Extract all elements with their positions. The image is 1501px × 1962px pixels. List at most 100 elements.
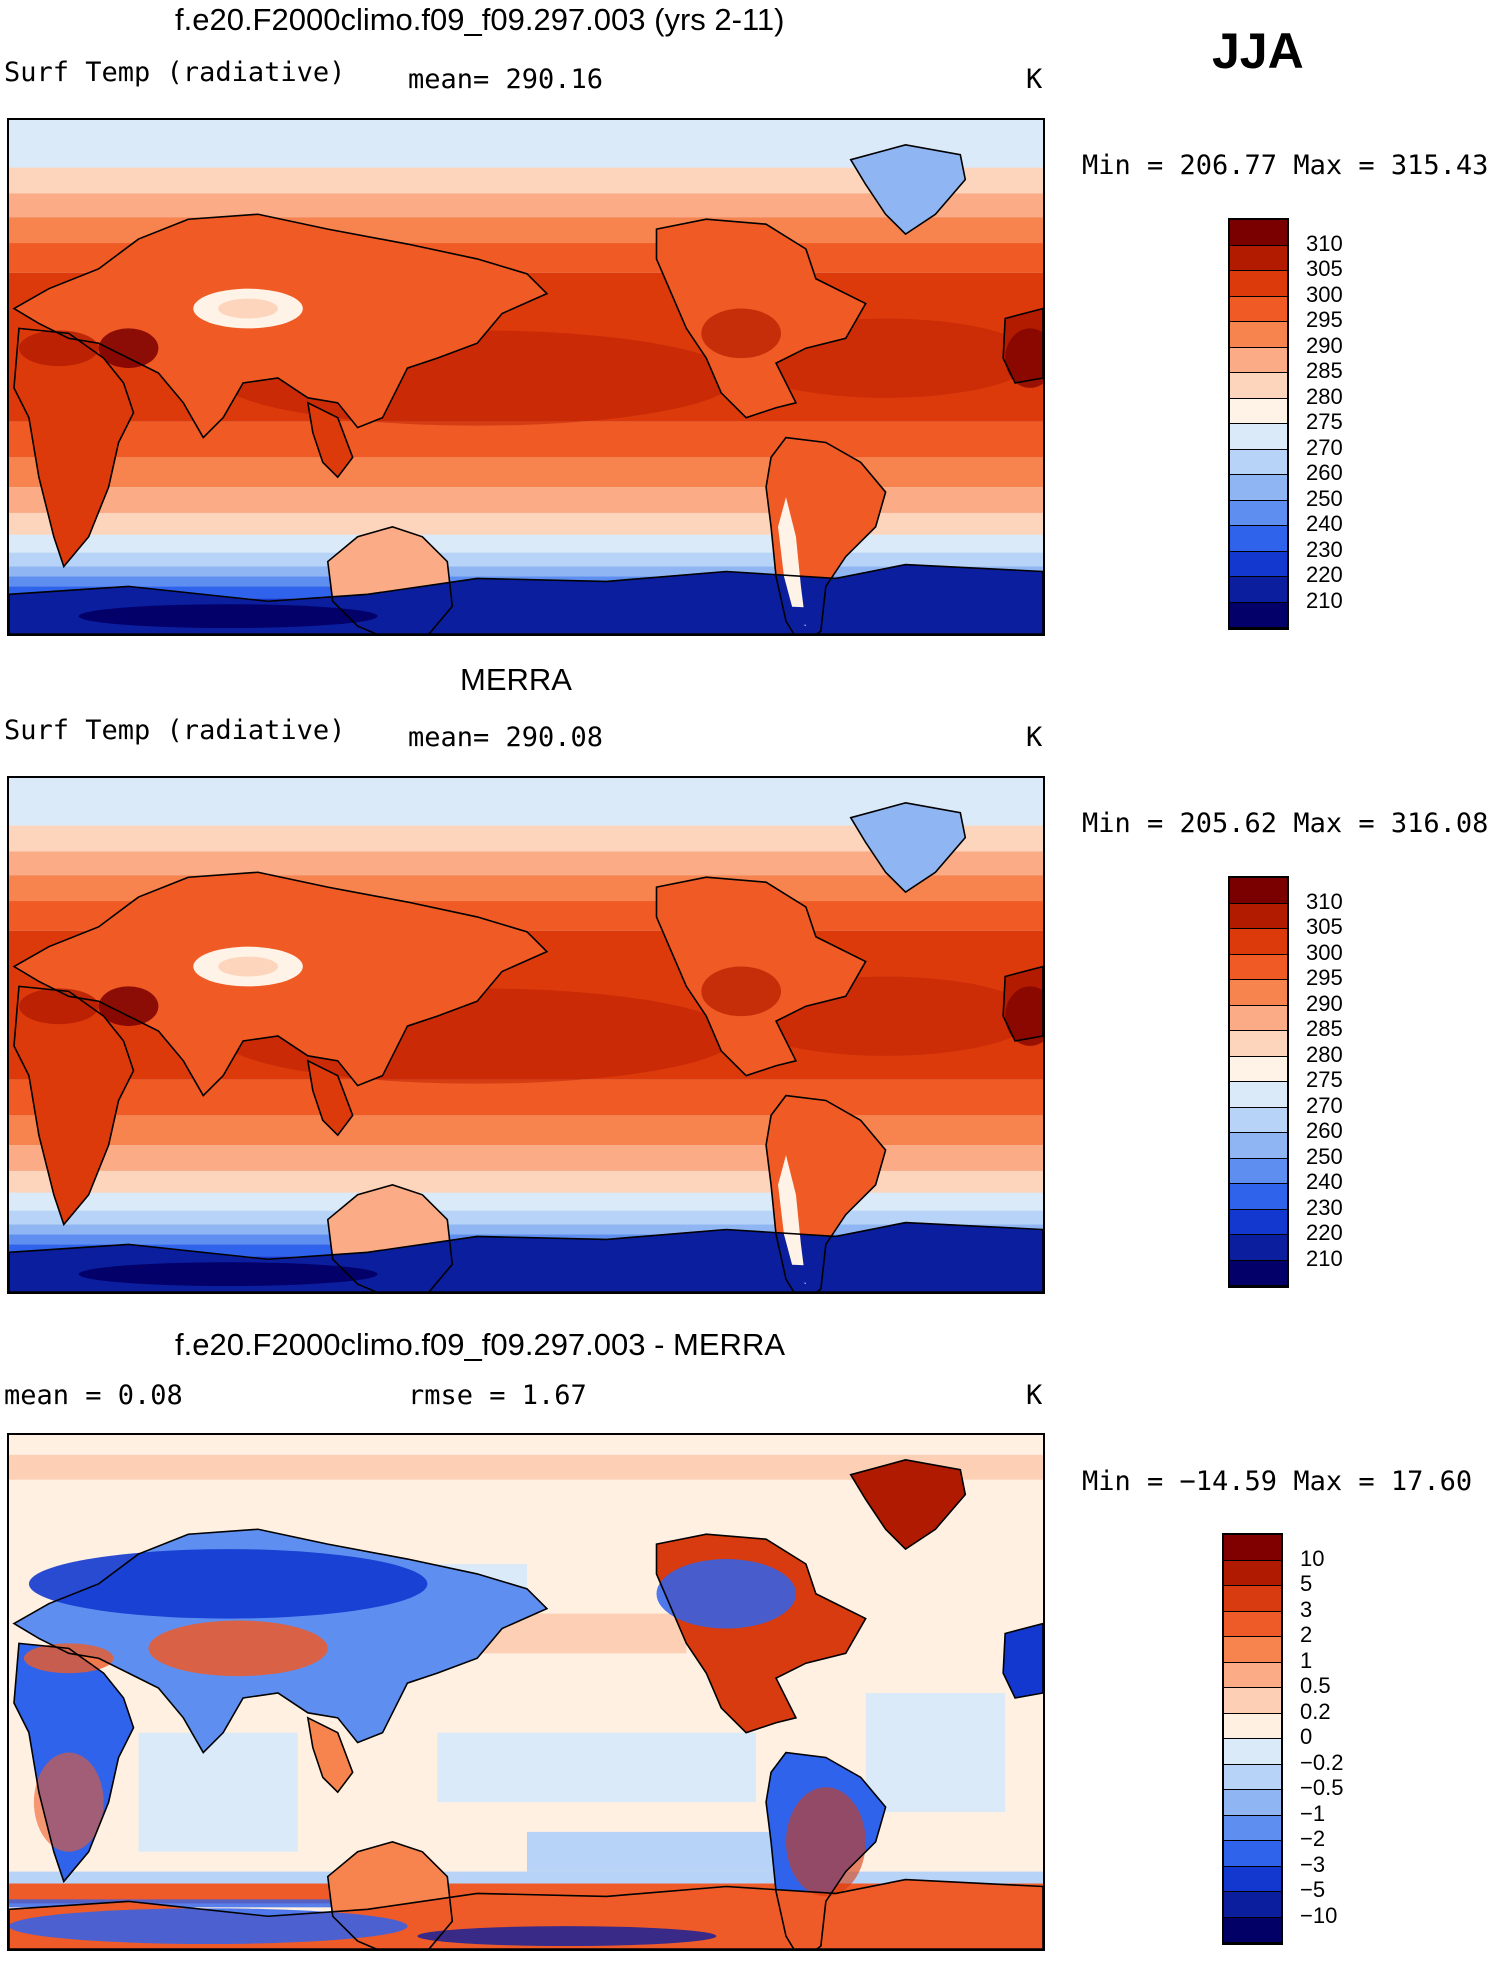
colorbar-swatch [1224, 1841, 1281, 1867]
coastline-greenland [849, 801, 967, 894]
warm-anomaly [785, 1787, 866, 1897]
panel-1-map [7, 118, 1045, 636]
colorbar-label: 270 [1306, 434, 1343, 460]
colorbar-swatch [1230, 1235, 1287, 1261]
difference-patch [138, 1732, 298, 1852]
colorbar-label: 290 [1306, 990, 1343, 1016]
temperature-band [9, 512, 1043, 535]
colorbar-swatch [1230, 424, 1287, 450]
panel-3-map [7, 1433, 1045, 1951]
difference-patch [437, 1732, 757, 1803]
colorbar-label: 2 [1300, 1622, 1313, 1647]
coastline-antarctica [9, 1878, 1043, 1949]
coastline-africa [13, 1642, 135, 1884]
coastline-northamerica [655, 218, 867, 419]
colorbar-swatch [1224, 1764, 1281, 1790]
land-africa [13, 986, 134, 1225]
colorbar-label: 250 [1306, 485, 1343, 511]
colorbar-swatch [1230, 1133, 1287, 1159]
temperature-band [9, 1192, 1043, 1211]
plateau-cool [218, 956, 278, 977]
coastline-australia [326, 1184, 454, 1292]
colorbar-swatch [1230, 954, 1287, 980]
hot-spot [98, 328, 159, 369]
colorbar-swatch [1230, 903, 1287, 929]
colorbar-label: −0.5 [1300, 1775, 1344, 1800]
colorbar-swatch [1230, 322, 1287, 348]
colorbar-label: 280 [1306, 1041, 1343, 1067]
cold-anomaly [417, 1926, 717, 1947]
temperature-band [9, 1210, 1043, 1225]
colorbar-label: −3 [1300, 1851, 1326, 1877]
colorbar-swatch [1230, 1260, 1287, 1286]
coastline-northamerica [655, 1533, 867, 1734]
colorbar-label: −2 [1300, 1826, 1326, 1851]
colorbar-swatch [1230, 602, 1287, 628]
land-eurasia [13, 872, 547, 1096]
colorbar-label: 10 [1300, 1545, 1325, 1571]
colorbar-label: 280 [1306, 383, 1343, 409]
colorbar-swatch [1230, 1031, 1287, 1057]
colorbar-label: 300 [1306, 281, 1343, 307]
colorbar-swatch [1230, 577, 1287, 603]
coastline-australia [326, 526, 454, 634]
warm-anomaly [23, 1643, 114, 1674]
cold-anomaly [9, 1908, 408, 1945]
colorbar-label: −1 [1300, 1800, 1326, 1826]
temperature-band [9, 457, 1043, 488]
colorbar-label: 295 [1306, 307, 1343, 332]
coastline-eurasia [12, 213, 549, 439]
colorbar-swatch [1230, 220, 1287, 246]
colorbar-swatch [1230, 475, 1287, 501]
colorbar-swatch [1224, 1917, 1281, 1943]
colorbar-label: 0.2 [1300, 1698, 1331, 1724]
coastline-eurasia [12, 871, 549, 1097]
panel-3-title: f.e20.F2000climo.f09_f09.297.003 - MERRA [175, 1327, 786, 1362]
colorbar-label: 220 [1306, 1220, 1343, 1245]
colorbar-label: 285 [1306, 358, 1343, 383]
colorbar-swatch [1224, 1662, 1281, 1688]
colorbar-swatch [1224, 1611, 1281, 1637]
temperature-band [9, 552, 1043, 567]
colorbar-swatch [1230, 929, 1287, 955]
colorbar-swatch [1230, 500, 1287, 526]
colorbar-swatches [1222, 1533, 1283, 1945]
hot-spot [701, 966, 782, 1017]
colorbar-swatch [1230, 1005, 1287, 1031]
colorbar-swatch [1224, 1688, 1281, 1714]
colorbar-swatch [1230, 1184, 1287, 1210]
colorbar-swatch [1230, 1056, 1287, 1082]
antarctic-interior [78, 1262, 378, 1287]
difference-patch [526, 1831, 777, 1872]
temperature-band [9, 1224, 1043, 1235]
colorbar-swatch [1230, 245, 1287, 271]
panel-2-title: MERRA [460, 662, 572, 697]
colorbar-label: 5 [1300, 1571, 1313, 1596]
colorbar-swatch [1230, 398, 1287, 424]
temperature-band [9, 1079, 1043, 1116]
coastline-northamerica [655, 876, 867, 1077]
colorbar-label: 210 [1306, 587, 1343, 613]
colorbar-swatch [1224, 1586, 1281, 1612]
colorbar-label: 250 [1306, 1143, 1343, 1169]
colorbar-swatch [1224, 1790, 1281, 1816]
temperature-band [9, 1170, 1043, 1193]
colorbar-label: 285 [1306, 1016, 1343, 1041]
colorbar-label: 310 [1306, 888, 1343, 914]
colorbar-label: 0.5 [1300, 1673, 1331, 1698]
coastline-antarctica [9, 563, 1043, 634]
coastline-antarctica [9, 1221, 1043, 1292]
colorbar-label: 3 [1300, 1596, 1313, 1622]
colorbar-label: 270 [1306, 1092, 1343, 1118]
season-label: JJA [1212, 23, 1304, 79]
cold-anomaly [28, 1549, 428, 1619]
colorbar-label: 260 [1306, 1118, 1343, 1143]
hot-spot [701, 308, 782, 359]
panel-1-mean: mean= 290.16 [408, 64, 604, 95]
colorbar-label: 0 [1300, 1724, 1313, 1749]
colorbar-label: 290 [1306, 332, 1343, 358]
colorbar-swatch [1230, 271, 1287, 297]
temperature-band [9, 421, 1043, 458]
coastline-westafrica [1002, 965, 1043, 1042]
hot-spot [18, 330, 99, 367]
